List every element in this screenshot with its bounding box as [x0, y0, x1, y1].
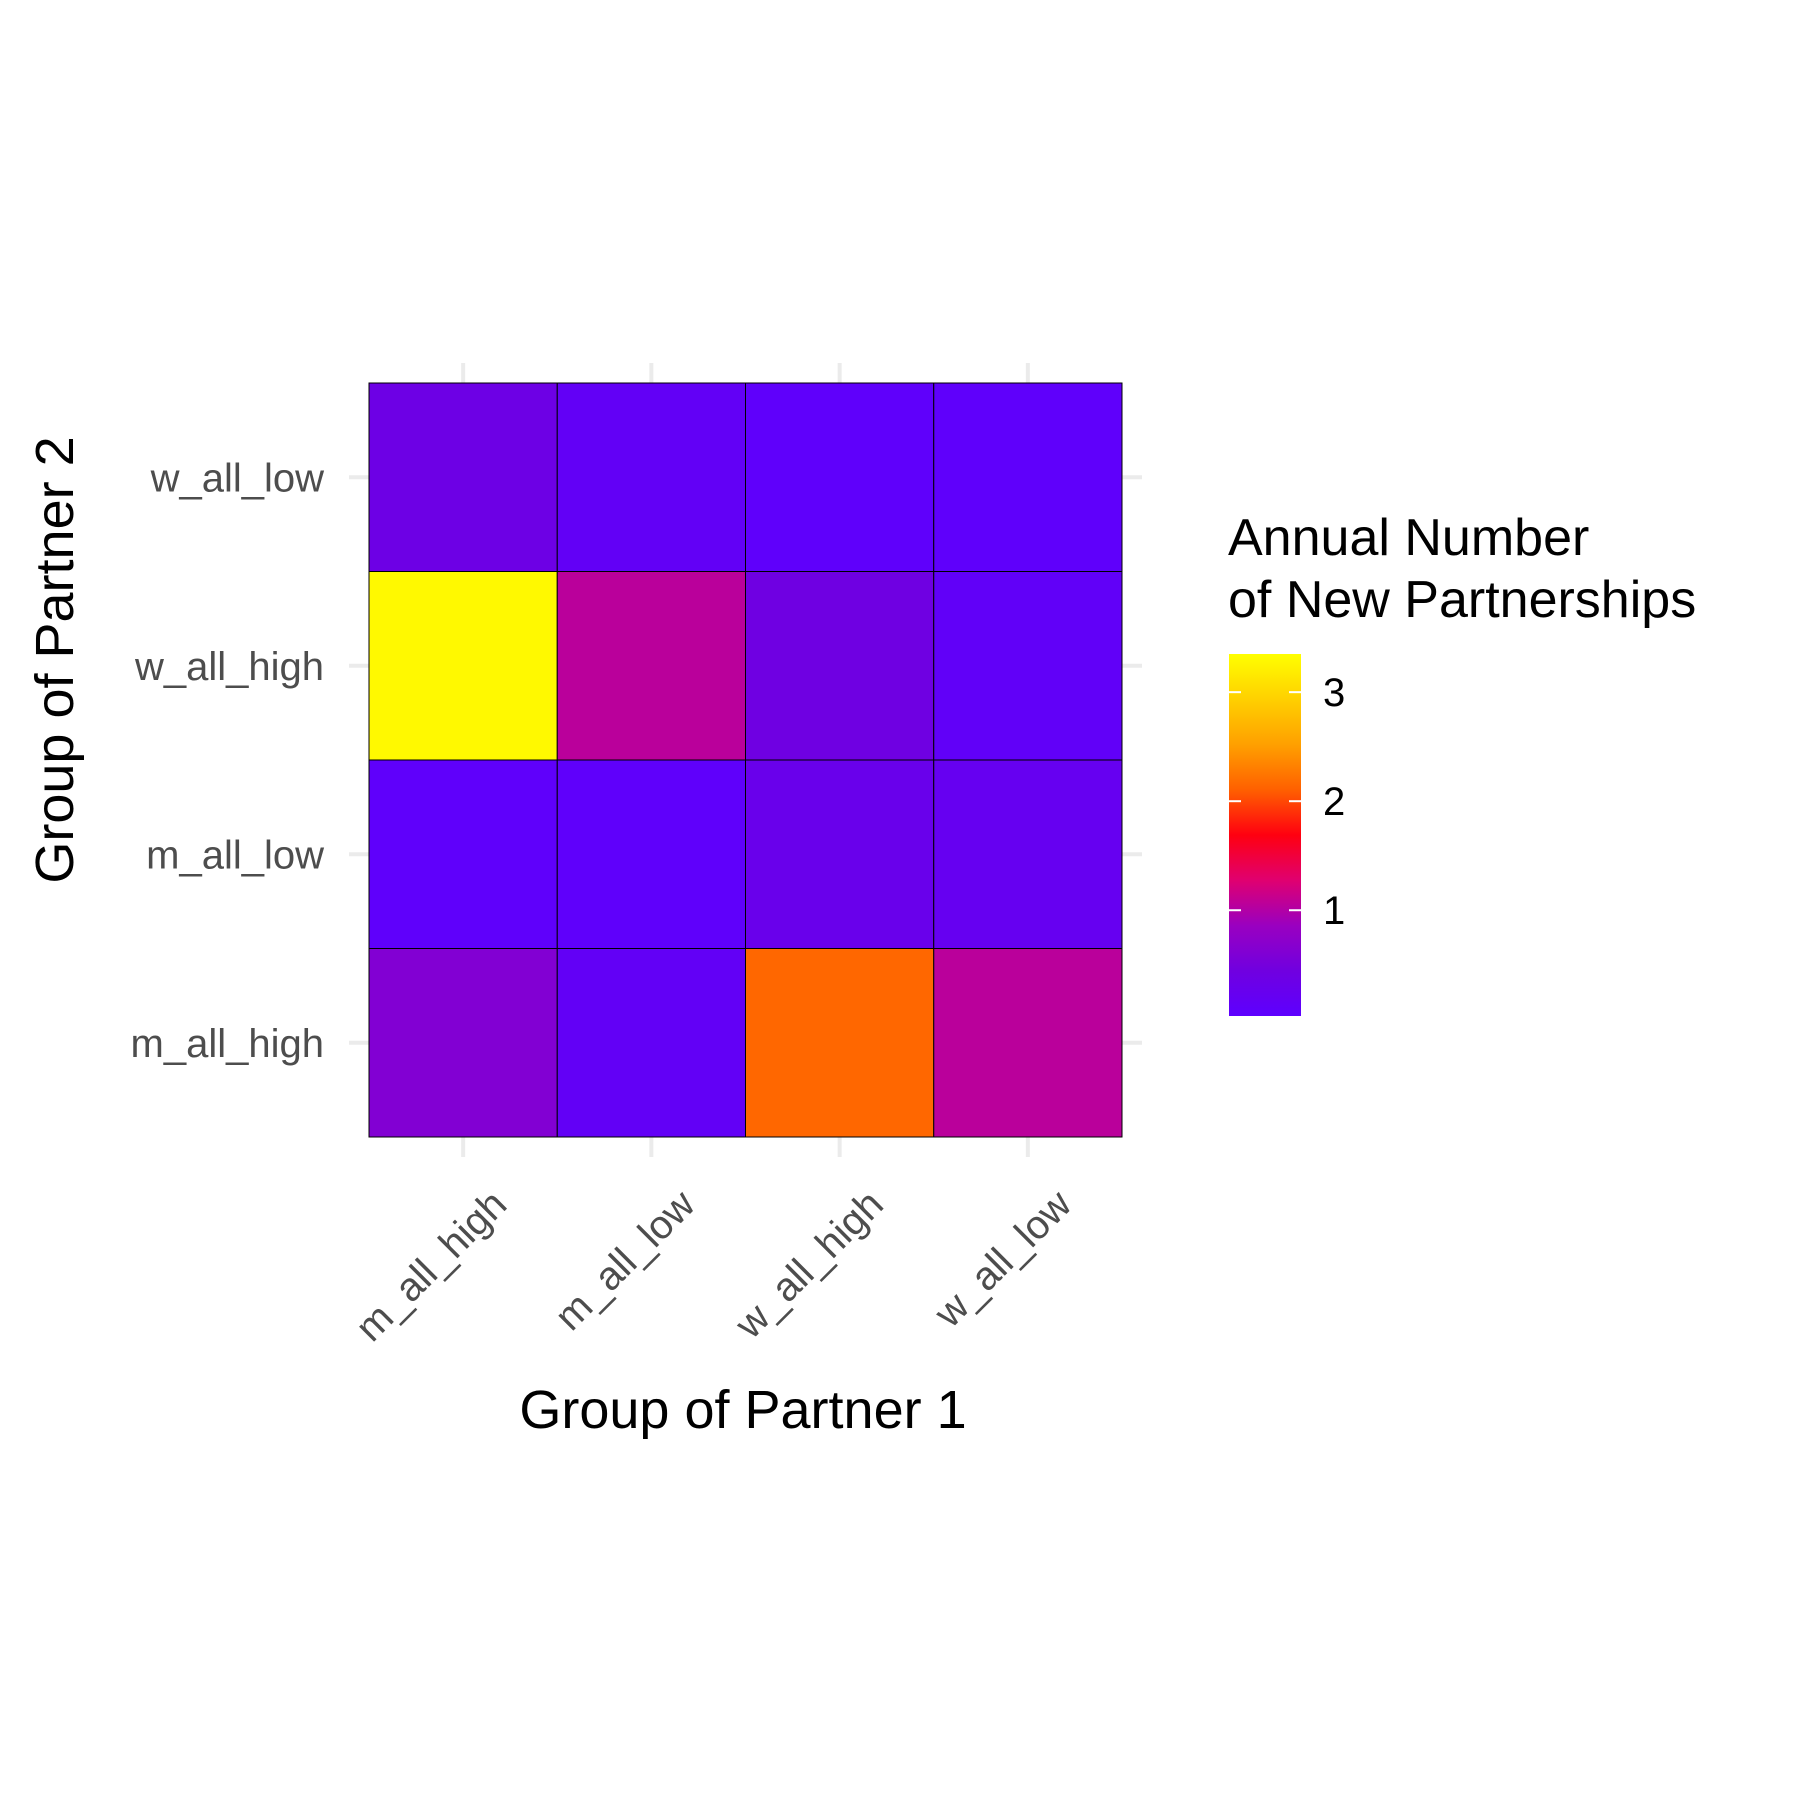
heatmap-cell-w_all_high-w_all_high — [745, 571, 935, 761]
legend-title-line-2: of New Partnerships — [1228, 571, 1696, 629]
heatmap-cell-w_all_low-m_all_low — [933, 759, 1123, 949]
heatmap-tiles — [368, 382, 1123, 1138]
x-axis-ticks: m_all_high m_all_low w_all_high w_all_low — [347, 1182, 1080, 1350]
y-tick-label: w_all_low — [150, 456, 325, 500]
heatmap-cell-w_all_low-m_all_high — [933, 948, 1123, 1138]
legend-ticks: 1 2 3 — [1229, 671, 1345, 933]
y-axis-title: Group of Partner 2 — [25, 436, 85, 883]
x-axis-title: Group of Partner 1 — [519, 1380, 966, 1440]
heatmap-cell-m_all_high-w_all_high — [368, 571, 558, 761]
legend-title-line-1: Annual Number — [1228, 509, 1589, 567]
heatmap-cell-w_all_high-w_all_low — [745, 382, 935, 572]
legend-tick-label: 2 — [1323, 780, 1345, 824]
legend-color-bar — [1229, 654, 1301, 1016]
x-tick-label: w_all_low — [926, 1182, 1081, 1337]
heatmap-cell-w_all_low-w_all_low — [933, 382, 1123, 572]
heatmap-cell-m_all_high-m_all_low — [368, 759, 558, 949]
heatmap-cell-m_all_high-m_all_high — [368, 948, 558, 1138]
heatmap-cell-m_all_low-w_all_high — [556, 571, 746, 761]
color-legend: Annual Number of New Partnerships 1 2 3 — [1228, 509, 1696, 1016]
heatmap-cell-w_all_high-m_all_low — [745, 759, 935, 949]
heatmap-cell-m_all_low-m_all_high — [556, 948, 746, 1138]
y-tick-label: m_all_low — [146, 833, 324, 877]
y-axis-ticks: m_all_high m_all_low w_all_high w_all_low — [131, 456, 325, 1066]
heatmap-cell-w_all_high-m_all_high — [745, 948, 935, 1138]
heatmap-cell-w_all_low-w_all_high — [933, 571, 1123, 761]
y-tick-label: w_all_high — [134, 645, 324, 689]
heatmap-cell-m_all_high-w_all_low — [368, 382, 558, 572]
x-tick-label: m_all_low — [547, 1182, 704, 1339]
legend-tick-label: 1 — [1323, 889, 1345, 933]
heatmap-cell-m_all_low-m_all_low — [556, 759, 746, 949]
legend-tick-label: 3 — [1323, 671, 1345, 715]
x-tick-label: w_all_high — [726, 1182, 891, 1347]
x-tick-label: m_all_high — [347, 1182, 515, 1350]
y-tick-label: m_all_high — [131, 1022, 324, 1066]
heatmap-cell-m_all_low-w_all_low — [556, 382, 746, 572]
